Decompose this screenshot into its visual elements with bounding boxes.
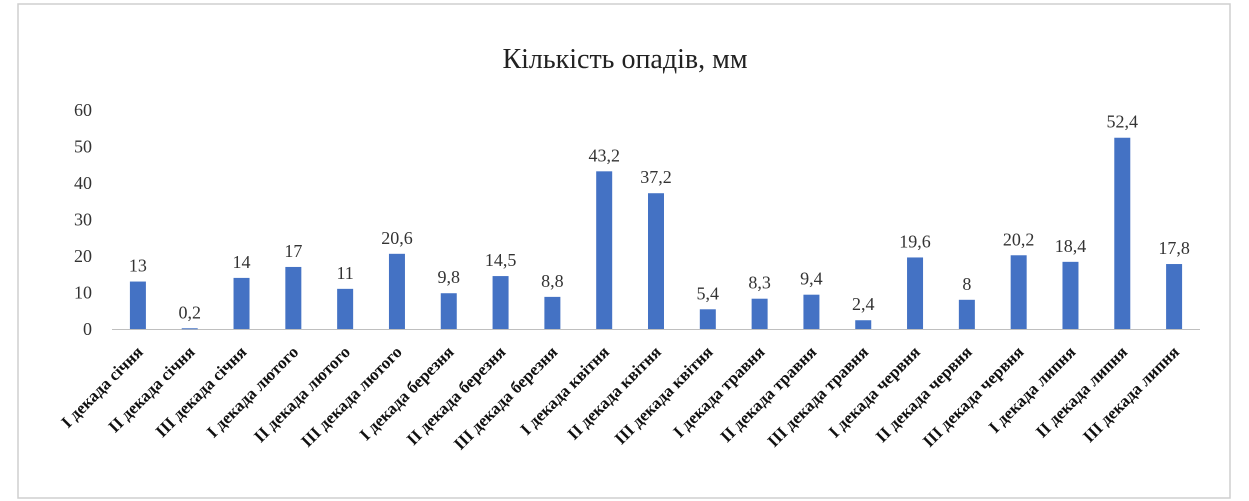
data-labels: 13 0,2 14 17 11 20,6 9,8 14,5 8,8 43,2 37,2 5,4 8,3 9… bbox=[129, 112, 1190, 323]
category-label: III декада січня bbox=[152, 342, 251, 441]
data-label: 20,6 bbox=[381, 228, 413, 248]
data-label: 18,4 bbox=[1055, 236, 1087, 256]
chart-frame bbox=[17, 3, 1231, 499]
data-label: 17 bbox=[284, 241, 302, 261]
bar bbox=[337, 288, 354, 329]
data-label: 5,4 bbox=[697, 283, 720, 303]
data-label: 17,8 bbox=[1158, 238, 1190, 258]
bar bbox=[440, 293, 457, 329]
bar bbox=[596, 171, 613, 329]
bar bbox=[907, 257, 924, 329]
y-tick-label: 50 bbox=[74, 137, 92, 157]
data-label: 43,2 bbox=[588, 145, 620, 165]
y-tick-label: 10 bbox=[74, 283, 92, 303]
bar bbox=[648, 193, 664, 329]
data-label: 14,5 bbox=[485, 250, 517, 270]
category-label: I декада червня bbox=[825, 342, 924, 441]
data-label: 8,8 bbox=[541, 271, 564, 291]
bar bbox=[233, 277, 250, 329]
bars bbox=[129, 137, 1183, 330]
bar bbox=[1114, 137, 1131, 329]
bar bbox=[1062, 261, 1079, 329]
bar bbox=[958, 299, 975, 329]
data-label: 13 bbox=[129, 256, 147, 276]
bar bbox=[751, 298, 768, 329]
data-label: 0,2 bbox=[178, 302, 201, 322]
data-label: 11 bbox=[336, 263, 353, 283]
category-label: I декада квітня bbox=[517, 342, 613, 438]
bar bbox=[285, 266, 302, 329]
category-label: III декада липня bbox=[1079, 342, 1183, 446]
data-label: 14 bbox=[233, 252, 251, 272]
category-label: II декада лютого bbox=[250, 342, 354, 446]
category-label: I декада травня bbox=[669, 342, 768, 441]
bar bbox=[388, 253, 405, 329]
y-tick-label: 20 bbox=[74, 246, 92, 266]
category-label: I декада лютого bbox=[203, 342, 302, 441]
data-label: 8,3 bbox=[748, 273, 771, 293]
y-tick-label: 40 bbox=[74, 173, 92, 193]
data-label: 37,2 bbox=[640, 167, 672, 187]
bar bbox=[1166, 264, 1183, 329]
category-label: II декада квітня bbox=[564, 342, 665, 443]
category-label: II декада травня bbox=[717, 342, 821, 446]
chart-title: Кількість опадів, мм bbox=[502, 44, 747, 75]
bar bbox=[492, 276, 509, 329]
data-label: 20,2 bbox=[1003, 229, 1035, 249]
data-label: 52,4 bbox=[1107, 112, 1139, 132]
y-tick-label: 0 bbox=[83, 319, 92, 339]
bar bbox=[129, 281, 146, 329]
data-label: 9,4 bbox=[800, 269, 823, 289]
bar bbox=[1010, 255, 1027, 329]
data-label: 19,6 bbox=[899, 231, 931, 251]
bar bbox=[803, 294, 820, 329]
bar bbox=[544, 296, 561, 329]
data-label: 9,8 bbox=[438, 267, 461, 287]
data-label: 8 bbox=[962, 274, 971, 294]
bar bbox=[855, 320, 872, 329]
bar bbox=[699, 309, 716, 329]
data-label: 2,4 bbox=[852, 294, 875, 314]
y-tick-label: 60 bbox=[74, 100, 92, 120]
category-label: II декада липня bbox=[1032, 342, 1131, 441]
y-tick-label: 30 bbox=[74, 210, 92, 230]
category-label: I декада березня bbox=[356, 342, 458, 444]
y-axis-ticks: 0 10 20 30 40 50 60 bbox=[74, 100, 1200, 339]
category-label: II декада червня bbox=[872, 342, 976, 446]
bar bbox=[181, 328, 198, 330]
